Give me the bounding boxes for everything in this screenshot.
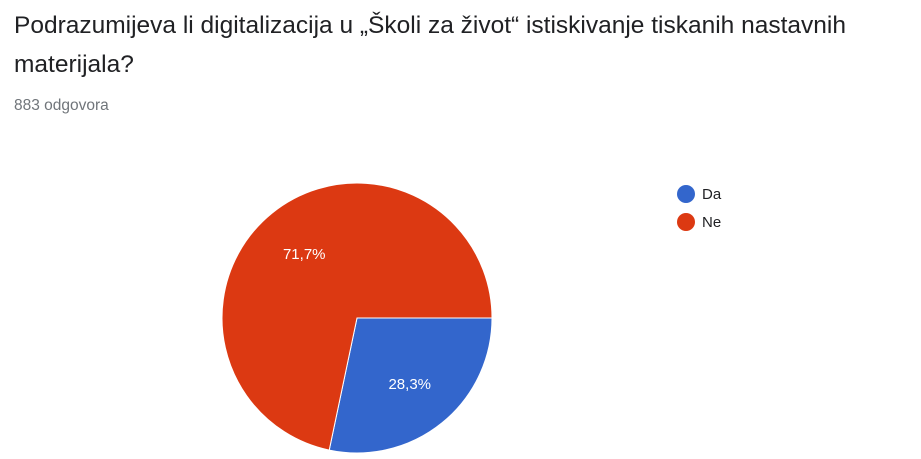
response-count: 883 odgovora bbox=[14, 97, 109, 114]
legend-swatch-ne bbox=[677, 213, 695, 231]
legend-swatch-da bbox=[677, 185, 695, 203]
pie-slice-ne[interactable] bbox=[221, 182, 493, 451]
chart-legend: Da Ne bbox=[677, 180, 721, 236]
legend-item-ne[interactable]: Ne bbox=[677, 208, 721, 236]
legend-label-da: Da bbox=[702, 185, 722, 203]
question-title: Podrazumijeva li digitalizacija u „Školi… bbox=[14, 12, 846, 78]
legend-item-da[interactable]: Da bbox=[677, 180, 721, 208]
pie-label-ne: 71,7% bbox=[283, 246, 326, 263]
pie-slice-da[interactable] bbox=[328, 317, 493, 454]
pie-label-da: 28,3% bbox=[388, 376, 431, 393]
legend-label-ne: Ne bbox=[702, 213, 722, 231]
